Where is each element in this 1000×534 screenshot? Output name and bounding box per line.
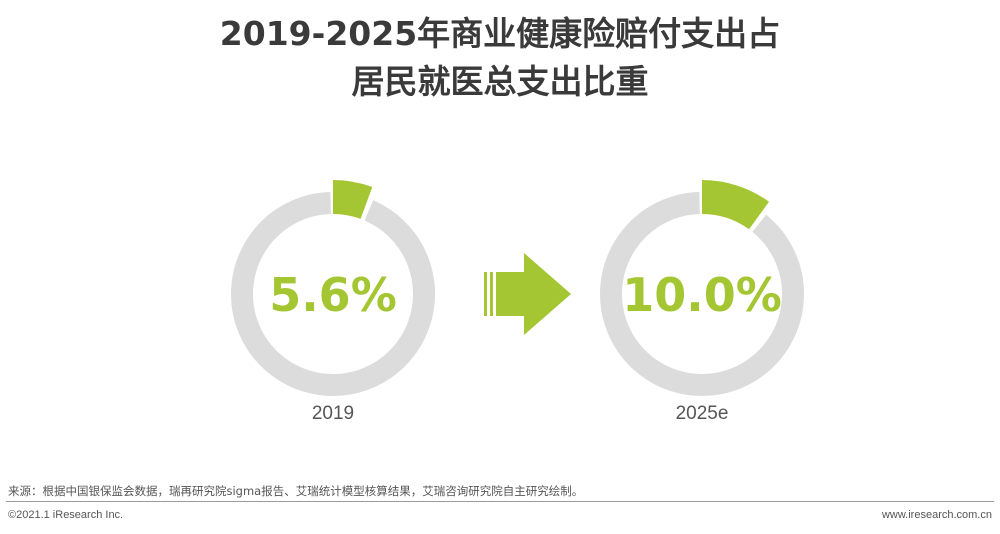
chart-title: 2019-2025年商业健康险赔付支出占 居民就医总支出比重 [0,10,1000,106]
website-link[interactable]: www.iresearch.com.cn [881,509,992,521]
copyright-text: ©2021.1 iResearch Inc. [8,509,124,521]
donut-value-label-2019: 5.6% [269,268,397,322]
chart-title-line1: 2019-2025年商业健康险赔付支出占 [219,14,781,53]
donut-value-label-2025e: 10.0% [622,268,782,322]
chart-title-line2: 居民就医总支出比重 [351,62,649,101]
donut-remainder-2019 [231,192,435,396]
donut-chart-area: 5.6% 2019 10.0% 2025e [231,180,804,424]
donut-category-label-2019: 2019 [312,403,354,424]
footer-divider [6,501,994,502]
arrow-right-icon [484,253,571,335]
donut-category-label-2025e: 2025e [676,403,729,424]
source-note: 来源：根据中国银保监会数据，瑞再研究院sigma报告、艾瑞统计模型核算结果，艾瑞… [8,484,584,498]
donut-remainder-2025e [600,192,804,396]
donut-segment-2025e [701,180,770,230]
donut-segment-2019 [332,180,373,220]
